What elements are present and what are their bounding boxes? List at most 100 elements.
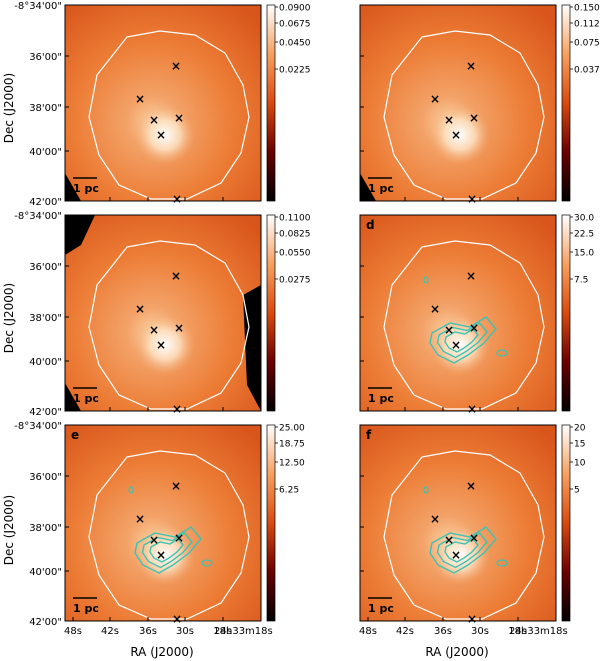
emission-contour xyxy=(423,276,429,284)
y-axis-label-row-1: Dec (J2000) xyxy=(2,73,16,143)
ra-tick-label: 24s xyxy=(214,626,232,637)
source-marker: × xyxy=(430,92,440,106)
dec-tick-label: 38'00" xyxy=(29,103,62,114)
emission-contour xyxy=(149,538,184,563)
bright-source xyxy=(430,105,490,165)
ra-tick-label: 36s xyxy=(139,626,157,637)
map-image xyxy=(360,425,556,621)
ra-tick-label: 36s xyxy=(434,626,452,637)
dec-tick-label: 36'00" xyxy=(29,472,62,483)
colorbar-f: 20 15 10 5 xyxy=(561,424,586,622)
panel-frame xyxy=(64,4,262,202)
mask-corner xyxy=(65,383,81,411)
map-image xyxy=(360,215,556,411)
source-marker: × xyxy=(171,479,181,493)
panel-b: ××× ×××1 pc xyxy=(359,4,557,206)
source-marker: × xyxy=(467,402,477,416)
map-image xyxy=(65,425,261,621)
source-marker: × xyxy=(174,321,184,335)
colorbar-tick-label: 0.0550 xyxy=(279,249,311,259)
scale-bar-label: 1 pc xyxy=(73,392,99,405)
emission-contour xyxy=(141,532,193,569)
outline-contour xyxy=(383,30,545,200)
colorbar-tick-label: 10 xyxy=(574,459,586,469)
source-marker: × xyxy=(171,269,181,283)
source-marker: × xyxy=(444,113,454,127)
source-marker: × xyxy=(135,302,145,316)
dec-tick-label: 36'00" xyxy=(29,262,62,273)
source-marker: × xyxy=(466,479,476,493)
source-marker: × xyxy=(451,548,461,562)
mask-corner xyxy=(65,215,95,255)
colorbar-tick-label: 22.5 xyxy=(574,230,594,240)
source-marker: × xyxy=(451,128,461,142)
colorbar-tick-label: 30.0 xyxy=(574,214,594,224)
ra-tick-label: 42s xyxy=(396,626,414,637)
source-marker: × xyxy=(430,302,440,316)
colorbar-tick-label: 6.25 xyxy=(279,486,299,496)
panel-c: ××× ×××1 pc-8°34'00"36'00"38'00"40'00"42'… xyxy=(14,211,262,418)
colorbar-gradient xyxy=(266,424,276,622)
source-marker: × xyxy=(469,321,479,335)
source-marker: × xyxy=(172,612,182,626)
emission-contour xyxy=(496,559,508,567)
source-marker: × xyxy=(466,59,476,73)
source-marker: × xyxy=(174,531,184,545)
source-marker: × xyxy=(135,512,145,526)
scale-bar-label: 1 pc xyxy=(368,602,394,615)
panel-grid: ××× ×××1 pc-8°34'00"36'00"38'00"40'00"42'… xyxy=(14,1,600,637)
source-marker: × xyxy=(171,59,181,73)
source-marker: × xyxy=(135,92,145,106)
source-marker: × xyxy=(467,192,477,206)
source-marker: × xyxy=(466,269,476,283)
source-marker: × xyxy=(469,111,479,125)
emission-contour xyxy=(429,526,497,574)
colorbar-tick-label: 0.0675 xyxy=(279,20,311,30)
dec-tick-label: 42'00" xyxy=(29,197,62,208)
dec-tick-label: 38'00" xyxy=(29,523,62,534)
colorbar-tick-label: 0.1125 xyxy=(574,20,600,30)
outline-contour xyxy=(383,450,545,620)
source-marker: × xyxy=(430,512,440,526)
dec-tick-label: 38'00" xyxy=(29,313,62,324)
ra-tick-label: 42s xyxy=(101,626,119,637)
dec-tick-label: 36'00" xyxy=(29,52,62,63)
emission-contour xyxy=(444,538,479,563)
panel-frame xyxy=(64,214,262,412)
source-marker: × xyxy=(172,192,182,206)
dec-tick-label: -8°34'00" xyxy=(14,421,62,432)
panel-d: ××× ×××1 pcd xyxy=(359,214,557,416)
dec-tick-label: 42'00" xyxy=(29,407,62,418)
source-marker: × xyxy=(156,548,166,562)
panel-label: d xyxy=(366,218,375,232)
colorbar-c: 0.1100 0.0825 0.0550 0.0275 xyxy=(266,214,311,412)
source-marker: × xyxy=(149,533,159,547)
panel-label: f xyxy=(366,428,372,442)
colorbar-tick-label: 0.0375 xyxy=(574,66,600,76)
emission-contour xyxy=(423,486,429,494)
dec-tick-label: 40'00" xyxy=(29,357,62,368)
panel-frame xyxy=(359,424,557,622)
source-marker: × xyxy=(156,338,166,352)
map-image xyxy=(65,5,261,201)
panel-frame xyxy=(359,214,557,412)
colorbar-tick-label: 12.50 xyxy=(279,459,305,469)
panel-label: e xyxy=(71,428,79,442)
dec-tick-label: 42'00" xyxy=(29,617,62,628)
colorbar-gradient xyxy=(561,4,571,202)
source-marker: × xyxy=(174,111,184,125)
ra-tick-label: 30s xyxy=(176,626,194,637)
ra-tick-label: 48s xyxy=(359,626,377,637)
outline-contour xyxy=(88,30,250,200)
ra-tick-label: 24s xyxy=(509,626,527,637)
dec-tick-label: 40'00" xyxy=(29,567,62,578)
colorbar-tick-label: 7.5 xyxy=(574,276,588,286)
panel-frame xyxy=(64,424,262,622)
bright-source xyxy=(135,315,195,375)
source-marker: × xyxy=(444,533,454,547)
